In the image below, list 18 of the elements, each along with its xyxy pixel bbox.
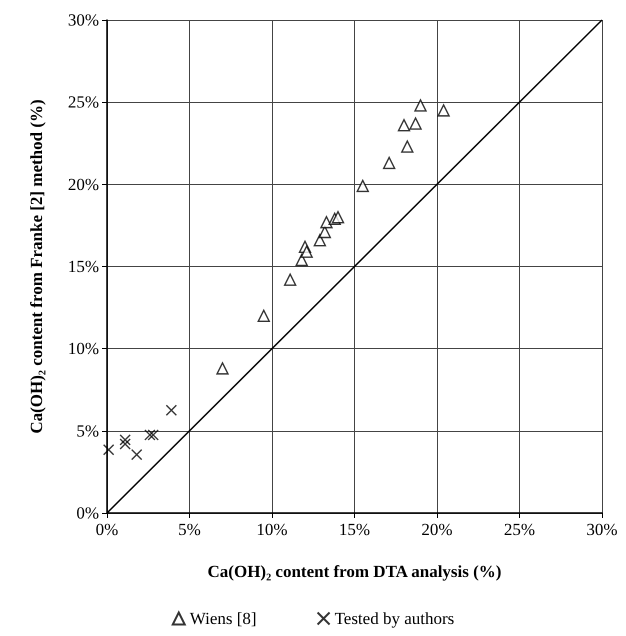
legend-label: Wiens [8] (190, 609, 257, 628)
legend-label: Tested by authors (334, 609, 454, 628)
y-tick-label: 5% (76, 421, 99, 440)
x-tick-label: 30% (586, 520, 618, 539)
y-tick-label: 25% (68, 92, 99, 112)
y-tick-label: 30% (68, 10, 99, 30)
x-tick-label: 5% (178, 520, 201, 539)
x-tick-label: 10% (256, 520, 288, 539)
y-axis-title: Ca(OH)₂ content from Franke [2] method (%) (27, 99, 46, 434)
y-tick-label: 10% (68, 339, 99, 358)
x-axis-title: Ca(OH)₂ content from DTA analysis (%) (208, 562, 502, 581)
x-tick-label: 0% (96, 520, 118, 539)
y-tick-label: 20% (68, 174, 99, 194)
x-tick-label: 15% (338, 520, 370, 539)
y-tick-label: 15% (68, 257, 99, 276)
x-tick-label: 20% (421, 520, 453, 539)
x-tick-label: 25% (504, 520, 536, 539)
y-tick-label: 0% (76, 504, 99, 522)
